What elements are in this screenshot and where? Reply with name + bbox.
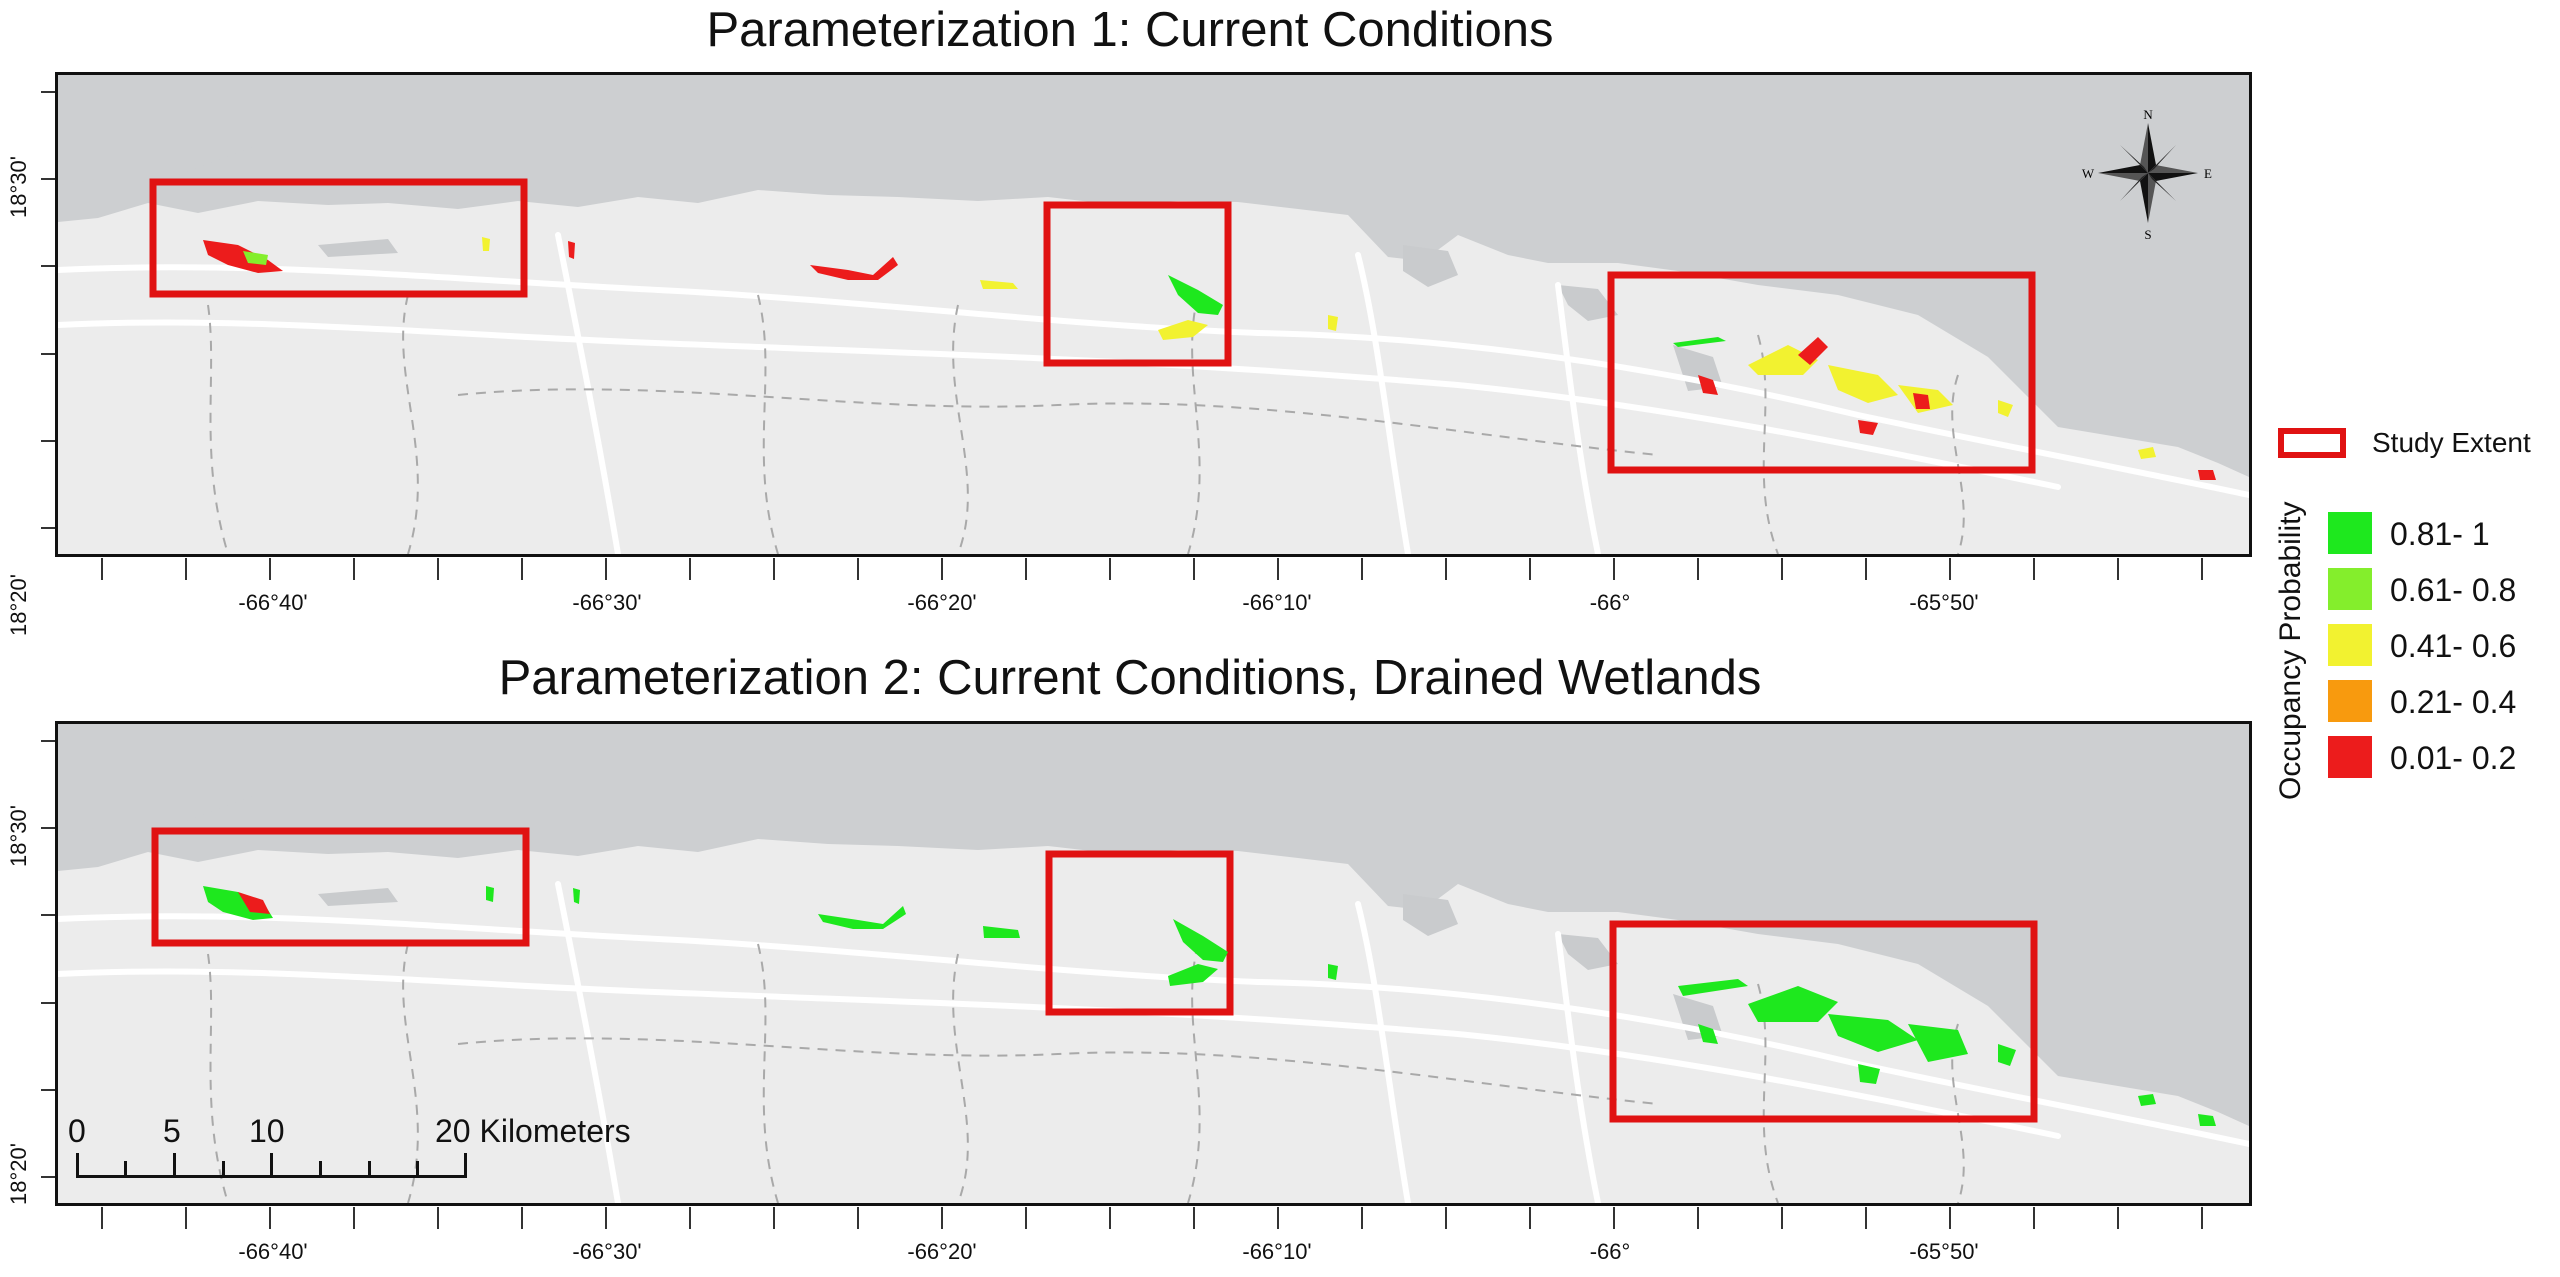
compass-s-label: S bbox=[2144, 227, 2151, 242]
compass-rose-icon: N S E W bbox=[2082, 107, 2212, 242]
panel-1-title: Parameterization 1: Current Conditions bbox=[706, 3, 1554, 57]
lon-label-66: -66° bbox=[1589, 590, 1631, 615]
lat-label-18-20: 18°20' bbox=[6, 574, 31, 636]
map-panel-2 bbox=[55, 721, 2252, 1206]
map-panel-2-canvas bbox=[58, 724, 2249, 1203]
study-extent-swatch bbox=[2278, 428, 2346, 458]
map-panel-1: N S E W bbox=[55, 72, 2252, 557]
scale-label-5: 5 bbox=[163, 1113, 181, 1149]
legend-label: 0.01- 0.2 bbox=[2390, 740, 2517, 776]
lon-label-66-20-p2: -66°20' bbox=[907, 1239, 977, 1264]
legend-swatch bbox=[2328, 568, 2372, 610]
lon-label-66-30: -66°30' bbox=[572, 590, 642, 615]
lon-label-66-30-p2: -66°30' bbox=[572, 1239, 642, 1264]
lon-label-65-50-p2: -65°50' bbox=[1909, 1239, 1979, 1264]
compass-e-label: E bbox=[2204, 166, 2212, 181]
lat-label-18-20-p2: 18°20' bbox=[6, 1143, 31, 1205]
lon-label-65-50: -65°50' bbox=[1909, 590, 1979, 615]
panel-2-lat-axis: 18°30' 18°20' bbox=[0, 721, 55, 1206]
legend-label: 0.41- 0.6 bbox=[2390, 628, 2517, 664]
legend-swatch bbox=[2328, 512, 2372, 554]
lon-label-66-p2: -66° bbox=[1589, 1239, 1631, 1264]
lon-label-66-10-p2: -66°10' bbox=[1242, 1239, 1312, 1264]
legend-swatch bbox=[2328, 736, 2372, 778]
lon-label-66-40-p2: -66°40' bbox=[238, 1239, 308, 1264]
compass-w-label: W bbox=[2082, 166, 2095, 181]
panel-2-title: Parameterization 2: Current Conditions, … bbox=[498, 651, 1762, 705]
lon-label-66-20: -66°20' bbox=[907, 590, 977, 615]
legend-swatch bbox=[2328, 680, 2372, 722]
legend-title: Occupancy Probability bbox=[2274, 501, 2307, 800]
scale-label-0: 0 bbox=[68, 1113, 86, 1149]
panel-1-lat-axis: 18°30' 18°20' bbox=[0, 72, 55, 636]
lon-label-66-10: -66°10' bbox=[1242, 590, 1312, 615]
scale-label-20: 20 Kilometers bbox=[435, 1113, 631, 1149]
panel-1-lon-axis: -66°40' -66°30' -66°20' -66°10' -66° -65… bbox=[55, 558, 2252, 628]
lon-label-66-40: -66°40' bbox=[238, 590, 308, 615]
scale-bar: 0 5 10 20 Kilometers bbox=[62, 1113, 631, 1183]
legend-label: 0.61- 0.8 bbox=[2390, 572, 2517, 608]
lat-label-18-30-p2: 18°30' bbox=[6, 805, 31, 867]
panel-2-lon-axis: -66°40' -66°30' -66°20' -66°10' -66° -65… bbox=[55, 1207, 2252, 1277]
legend-swatch bbox=[2328, 624, 2372, 666]
legend: Study Extent Occupancy Probability 0.81-… bbox=[2268, 420, 2560, 820]
legend-label: 0.81- 1 bbox=[2390, 516, 2490, 552]
scale-label-10: 10 bbox=[249, 1113, 285, 1149]
compass-n-label: N bbox=[2143, 107, 2153, 122]
legend-label: 0.21- 0.4 bbox=[2390, 684, 2517, 720]
study-extent-label: Study Extent bbox=[2372, 427, 2531, 458]
lat-label-18-30: 18°30' bbox=[6, 156, 31, 218]
map-panel-1-canvas: N S E W bbox=[58, 75, 2249, 554]
